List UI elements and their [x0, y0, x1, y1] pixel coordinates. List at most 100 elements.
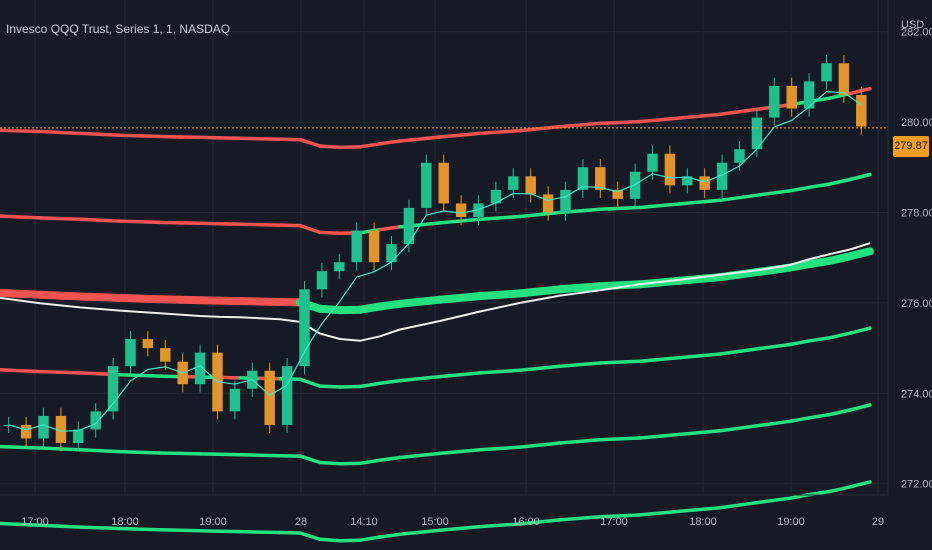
band-segment: [848, 326, 872, 335]
symbol-title: Invesco QQQ Trust, Series 1, 1, NASDAQ: [6, 22, 231, 36]
band-segment: [76, 292, 124, 302]
band-segment: [558, 514, 602, 522]
band-segment: [598, 359, 642, 365]
band-segment: [78, 448, 122, 454]
band-segment: [808, 335, 832, 343]
chart-bands: [0, 86, 874, 543]
x-tick-label: 17:00: [600, 516, 628, 528]
candle-body: [316, 271, 328, 290]
band-segment: [638, 509, 682, 517]
band-segment: [318, 230, 342, 236]
candle-body: [264, 370, 275, 425]
x-tick-label: 14:10: [350, 516, 378, 528]
candle-body: [803, 81, 815, 109]
band-segment: [518, 441, 562, 449]
band-segment: [848, 172, 872, 182]
candle-body: [508, 176, 519, 190]
band-segment: [278, 530, 302, 535]
candle-body: [107, 366, 119, 412]
band-segment: [396, 295, 444, 308]
band-segment: [36, 290, 84, 301]
candle-body: [142, 339, 154, 349]
band-segment: [158, 528, 182, 533]
band-segment: [718, 193, 762, 203]
band-segment: [358, 381, 382, 389]
band-segment: [38, 446, 82, 452]
candle-body: [403, 207, 415, 245]
band-segment: [848, 86, 872, 96]
band-segment: [756, 263, 794, 276]
candle-body: [525, 176, 536, 195]
candle-body: [699, 176, 710, 190]
band-segment: [788, 339, 812, 347]
band-segment: [638, 116, 682, 124]
band-segment: [678, 505, 722, 514]
band-segment: [238, 529, 262, 534]
band-segment: [378, 455, 402, 462]
band-segment: [0, 128, 42, 134]
band-segment: [438, 131, 482, 139]
candle-body: [38, 415, 49, 439]
band-segment: [438, 448, 482, 456]
band-segment: [518, 518, 562, 526]
band-segment: [78, 217, 122, 223]
last-price-tag: 279.87: [893, 136, 929, 157]
candle-body: [542, 194, 554, 213]
band-segment: [178, 451, 202, 456]
band-segment: [398, 451, 442, 460]
chart-candles: [3, 55, 867, 452]
band-segment: [678, 352, 722, 360]
band-segment: [198, 135, 222, 140]
band-segment: [478, 214, 522, 221]
band-segment: [478, 128, 522, 136]
band-segment: [238, 136, 262, 141]
band-segment: [718, 107, 762, 117]
candle-body: [334, 262, 345, 272]
candle-body: [664, 153, 676, 186]
band-segment: [718, 423, 762, 433]
candle-body: [125, 339, 136, 367]
band-segment: [478, 445, 522, 452]
candle-body: [716, 162, 728, 190]
band-segment: [758, 419, 792, 428]
x-tick-label: 16:00: [512, 516, 540, 528]
band-segment: [716, 267, 764, 282]
candle-body: [577, 167, 589, 190]
band-segment: [518, 210, 562, 219]
x-tick-label: 19:00: [777, 516, 805, 528]
band-segment: [478, 522, 522, 529]
candle-body: [421, 162, 432, 208]
band-segment: [0, 368, 42, 374]
band-segment: [758, 342, 792, 351]
band-segment: [808, 412, 832, 420]
band-segment: [0, 444, 42, 450]
band-segment: [0, 521, 42, 528]
vwap-line: [0, 242, 871, 342]
band-segment: [438, 217, 482, 225]
candle-body: [612, 189, 623, 199]
band-segment: [378, 378, 402, 386]
y-tick-label: 278.00: [901, 207, 932, 219]
band-segment: [638, 432, 682, 440]
band-segment: [378, 139, 402, 146]
band-segment: [558, 438, 602, 445]
currency-label: USD: [901, 19, 924, 31]
chart-ema: [8, 90, 862, 432]
band-segment: [846, 247, 874, 261]
band-segment: [398, 528, 442, 537]
band-segment: [828, 177, 852, 186]
band-segment: [298, 454, 322, 465]
band-segment: [118, 449, 162, 455]
candle-body: [351, 230, 362, 263]
band-segment: [358, 458, 382, 466]
band-segment: [318, 537, 342, 543]
band-segment: [78, 525, 122, 531]
candle-body: [595, 167, 606, 190]
candle-body: [821, 63, 832, 82]
band-segment: [218, 452, 242, 457]
band-segment: [318, 384, 342, 389]
band-segment: [38, 216, 82, 221]
band-segment: [718, 346, 762, 356]
y-tick-label: 272.00: [901, 479, 932, 491]
